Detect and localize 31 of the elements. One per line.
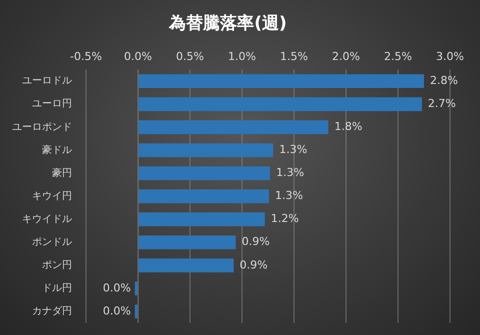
data-label: 0.9% — [242, 235, 270, 248]
y-tick-label: ドル円 — [42, 283, 72, 294]
y-tick-label: 豪円 — [52, 166, 72, 179]
x-tick-label: 2.5% — [384, 50, 412, 63]
data-label: 1.3% — [276, 166, 304, 180]
data-label: 1.2% — [270, 212, 299, 226]
y-tick-label: ユーロ円 — [32, 98, 72, 110]
x-tick-label: 0.0% — [124, 50, 152, 63]
y-tick-label: カナダ円 — [32, 305, 72, 318]
data-label: 1.3% — [275, 189, 303, 202]
x-tick-label: 0.5% — [176, 50, 204, 63]
data-label: 2.8% — [430, 74, 458, 87]
x-tick-label: -0.5% — [70, 50, 102, 63]
y-tick-label: ユーロポンド — [12, 122, 72, 133]
y-tick-label: ポンドル — [32, 236, 72, 248]
data-label: 0.0% — [102, 304, 131, 318]
y-tick-label: キウイ円 — [32, 190, 72, 202]
chart-title: 為替騰落率(週) — [168, 14, 287, 34]
x-tick-label: 1.0% — [228, 50, 256, 63]
y-tick-label: キウイドル — [22, 214, 72, 225]
data-label: 0.9% — [240, 258, 268, 272]
data-label: 1.8% — [334, 120, 362, 134]
y-tick-label: 豪ドル — [42, 144, 72, 156]
y-tick-label: ポン円 — [42, 260, 72, 272]
data-label: 1.3% — [279, 143, 308, 156]
x-tick-label: 1.5% — [280, 50, 308, 63]
x-tick-label: 3.0% — [436, 50, 464, 63]
data-label: 2.7% — [428, 97, 456, 110]
data-label: 0.0% — [102, 281, 131, 294]
y-tick-label: ユーロドル — [22, 76, 72, 87]
x-tick-label: 2.0% — [332, 50, 360, 63]
